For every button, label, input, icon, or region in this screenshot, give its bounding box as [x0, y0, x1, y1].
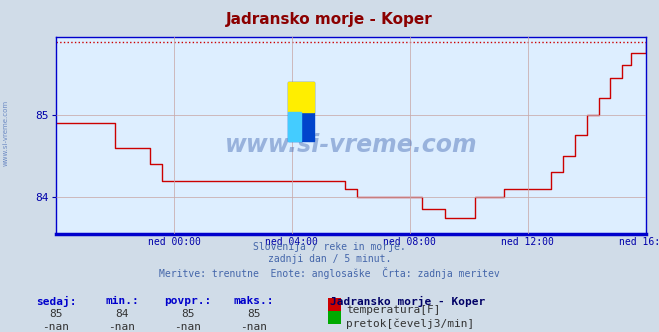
Text: pretok[čevelj3/min]: pretok[čevelj3/min] — [346, 318, 474, 329]
Bar — [287, 112, 301, 141]
Text: povpr.:: povpr.: — [164, 296, 212, 306]
Text: 85: 85 — [49, 309, 63, 319]
Text: zadnji dan / 5 minut.: zadnji dan / 5 minut. — [268, 254, 391, 264]
Text: Jadransko morje - Koper: Jadransko morje - Koper — [330, 296, 485, 307]
Text: Slovenija / reke in morje.: Slovenija / reke in morje. — [253, 242, 406, 252]
Bar — [287, 82, 314, 141]
Text: temperatura[F]: temperatura[F] — [346, 305, 440, 315]
Text: 84: 84 — [115, 309, 129, 319]
Text: Jadransko morje - Koper: Jadransko morje - Koper — [226, 12, 433, 27]
Text: -nan: -nan — [43, 322, 69, 332]
Text: -nan: -nan — [241, 322, 267, 332]
Text: Meritve: trenutne  Enote: anglosaške  Črta: zadnja meritev: Meritve: trenutne Enote: anglosaške Črta… — [159, 267, 500, 279]
Text: www.si-vreme.com: www.si-vreme.com — [225, 133, 477, 157]
Text: -nan: -nan — [109, 322, 135, 332]
Text: maks.:: maks.: — [233, 296, 274, 306]
Text: sedaj:: sedaj: — [36, 296, 76, 307]
Text: min.:: min.: — [105, 296, 139, 306]
Text: -nan: -nan — [175, 322, 201, 332]
Text: 85: 85 — [181, 309, 194, 319]
Text: 85: 85 — [247, 309, 260, 319]
Text: www.si-vreme.com: www.si-vreme.com — [2, 100, 9, 166]
Bar — [287, 82, 314, 112]
